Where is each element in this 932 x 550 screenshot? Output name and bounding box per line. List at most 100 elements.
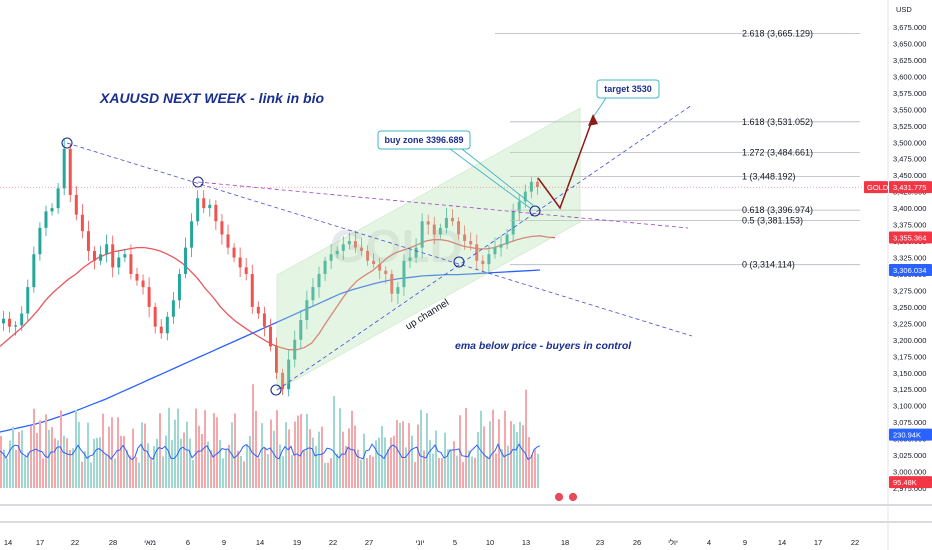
candle-body <box>14 325 18 327</box>
candle-body <box>493 247 497 255</box>
volume-bar <box>408 423 410 488</box>
volume-bar <box>192 460 194 488</box>
y-tick-label: 3,075.000 <box>893 418 926 427</box>
x-tick-label: 19 <box>293 538 301 547</box>
x-tick-label: 9 <box>743 538 747 547</box>
candle-body <box>226 234 230 248</box>
volume-bar <box>93 438 95 488</box>
volume-bar <box>405 447 407 488</box>
volume-bar <box>453 441 455 488</box>
y-tick-label: 3,525.000 <box>893 122 926 131</box>
volume-bar <box>333 396 335 488</box>
price-tag <box>889 476 932 489</box>
x-tick-label: 22 <box>851 538 859 547</box>
target-pointer <box>593 97 607 117</box>
analysis-note: ema below price - buyers in control <box>455 340 632 352</box>
x-tick-label: מאי <box>144 538 156 547</box>
volume-bar <box>204 410 206 488</box>
volume-bar <box>330 458 332 488</box>
candle-body <box>80 214 84 232</box>
volume-bar <box>138 462 140 488</box>
volume-bar <box>435 430 437 488</box>
price-tag-label: 3,431.775 <box>893 183 926 192</box>
volume-bar <box>198 425 200 488</box>
volume-bar <box>279 444 281 488</box>
fib-level-label: 1.618 (3,531.052) <box>742 117 813 127</box>
candle-body <box>505 234 509 245</box>
candle-body <box>341 244 345 251</box>
candle-body <box>44 211 48 228</box>
candle-body <box>529 181 533 192</box>
volume-bar <box>252 384 254 488</box>
volume-bar <box>465 408 467 488</box>
x-tick-label: 28 <box>109 538 117 547</box>
y-tick-label: 3,450.000 <box>893 171 926 180</box>
x-tick-label: 26 <box>633 538 641 547</box>
candle-body <box>366 250 370 261</box>
volume-bar <box>249 435 251 488</box>
event-flag-icon[interactable] <box>568 492 578 502</box>
volume-bar <box>501 449 503 488</box>
volume-bar <box>336 453 338 488</box>
swing-point-marker <box>61 137 73 149</box>
candle-body <box>171 300 175 317</box>
y-tick-label: 3,625.000 <box>893 56 926 65</box>
volume-bar <box>273 430 275 488</box>
candle-body <box>56 188 60 209</box>
y-tick-label: 3,675.000 <box>893 23 926 32</box>
candle-body <box>275 346 279 373</box>
x-tick-label: 14 <box>4 538 12 547</box>
candle-body <box>141 280 145 288</box>
candle-body <box>450 217 454 222</box>
x-tick-label: 22 <box>71 538 79 547</box>
volume-bar <box>354 425 356 488</box>
volume-bar <box>42 458 44 488</box>
candle-body <box>287 359 291 390</box>
candle-body <box>2 318 5 324</box>
volume-bar <box>423 450 425 488</box>
volume-bar <box>24 456 26 488</box>
candle-body <box>220 221 224 235</box>
volume-bar <box>261 423 263 488</box>
volume-bar <box>516 432 518 488</box>
volume-bar <box>456 455 458 488</box>
candle-body <box>268 326 272 347</box>
x-tick-label: 17 <box>814 538 822 547</box>
volume-bar <box>507 445 509 488</box>
x-tick-label: יוני <box>416 538 425 547</box>
candle-body <box>311 287 315 301</box>
volume-bar <box>240 456 242 488</box>
currency-label: USD <box>896 5 912 14</box>
x-tick-label: 4 <box>707 538 711 547</box>
volume-bar <box>216 417 218 488</box>
volume-bar <box>246 444 248 488</box>
volume-bar <box>474 457 476 488</box>
volume-bar <box>306 413 308 488</box>
volume-bar <box>486 455 488 488</box>
volume-bar <box>300 414 302 488</box>
event-flag-icon[interactable] <box>554 492 564 502</box>
price-tag-label: 95.48K <box>893 478 917 487</box>
y-tick-label: 2,975.000 <box>893 484 926 493</box>
candle-body <box>214 204 218 222</box>
y-tick-label: 3,125.000 <box>893 385 926 394</box>
x-tick-label: 18 <box>561 538 569 547</box>
candle-body <box>8 318 12 327</box>
volume-bar <box>318 431 320 488</box>
candle-body <box>244 267 248 274</box>
y-tick-label: 3,025.000 <box>893 451 926 460</box>
candle-body <box>408 257 412 261</box>
candle-body <box>414 247 418 258</box>
projection-path <box>537 117 594 210</box>
volume-bar <box>156 438 158 488</box>
candle-body <box>26 287 30 314</box>
y-tick-label: 3,600.000 <box>893 72 926 81</box>
volume-bar <box>21 430 23 488</box>
swing-point-marker <box>270 384 282 396</box>
buy-zone-callout <box>377 130 471 150</box>
volume-bar <box>324 462 326 488</box>
volume-bar <box>66 438 68 488</box>
candle-body <box>256 306 260 314</box>
